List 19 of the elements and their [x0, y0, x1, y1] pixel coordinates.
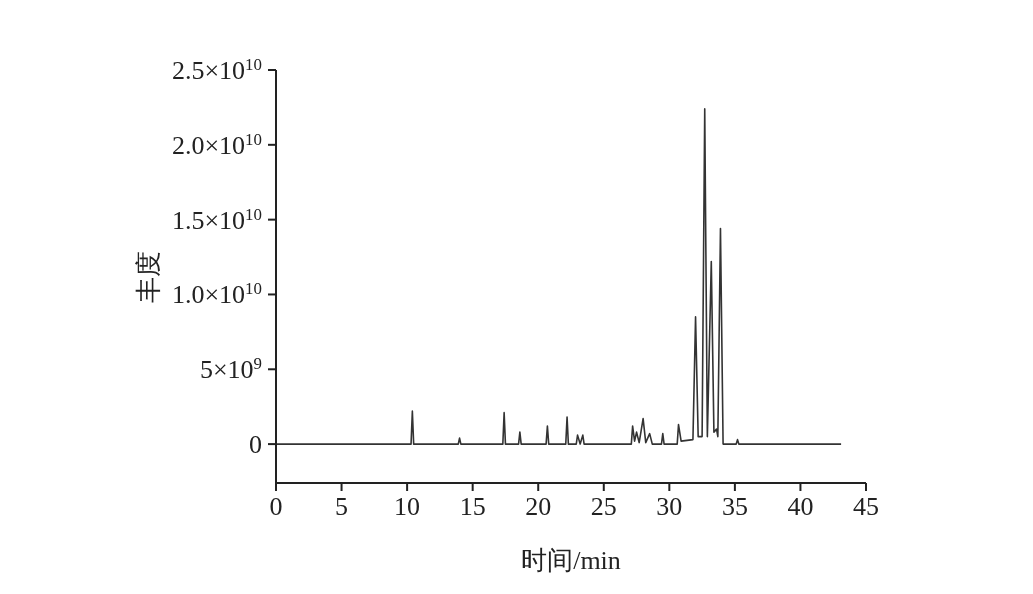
x-tick-label: 30	[656, 492, 683, 521]
x-tick-label: 25	[590, 492, 617, 521]
x-axis-title: 时间/min	[521, 546, 621, 576]
x-tick-label: 0	[269, 492, 283, 521]
x-tick-label: 10	[394, 492, 421, 521]
x-tick-label: 35	[721, 492, 748, 521]
line-series	[276, 108, 842, 445]
x-tick-label: 40	[787, 492, 814, 521]
y-tick-label: 2.0×10$^{10}$	[171, 129, 262, 160]
x-tick-label: 20	[525, 492, 552, 521]
x-tick-label: 45	[853, 492, 879, 521]
y-tick-label: 2.5×10$^{10}$	[171, 54, 262, 85]
x-tick-label: 15	[459, 492, 486, 521]
x-tick-label: 5	[335, 492, 349, 521]
y-tick-label: 1.0×10$^{10}$	[171, 278, 262, 310]
y-tick-label: 5×10$^{9}$	[199, 353, 262, 385]
y-tick-label: 0	[249, 430, 262, 460]
y-axis-title: 丰度	[134, 250, 164, 303]
y-tick-label: 1.5×10$^{10}$	[171, 204, 262, 235]
